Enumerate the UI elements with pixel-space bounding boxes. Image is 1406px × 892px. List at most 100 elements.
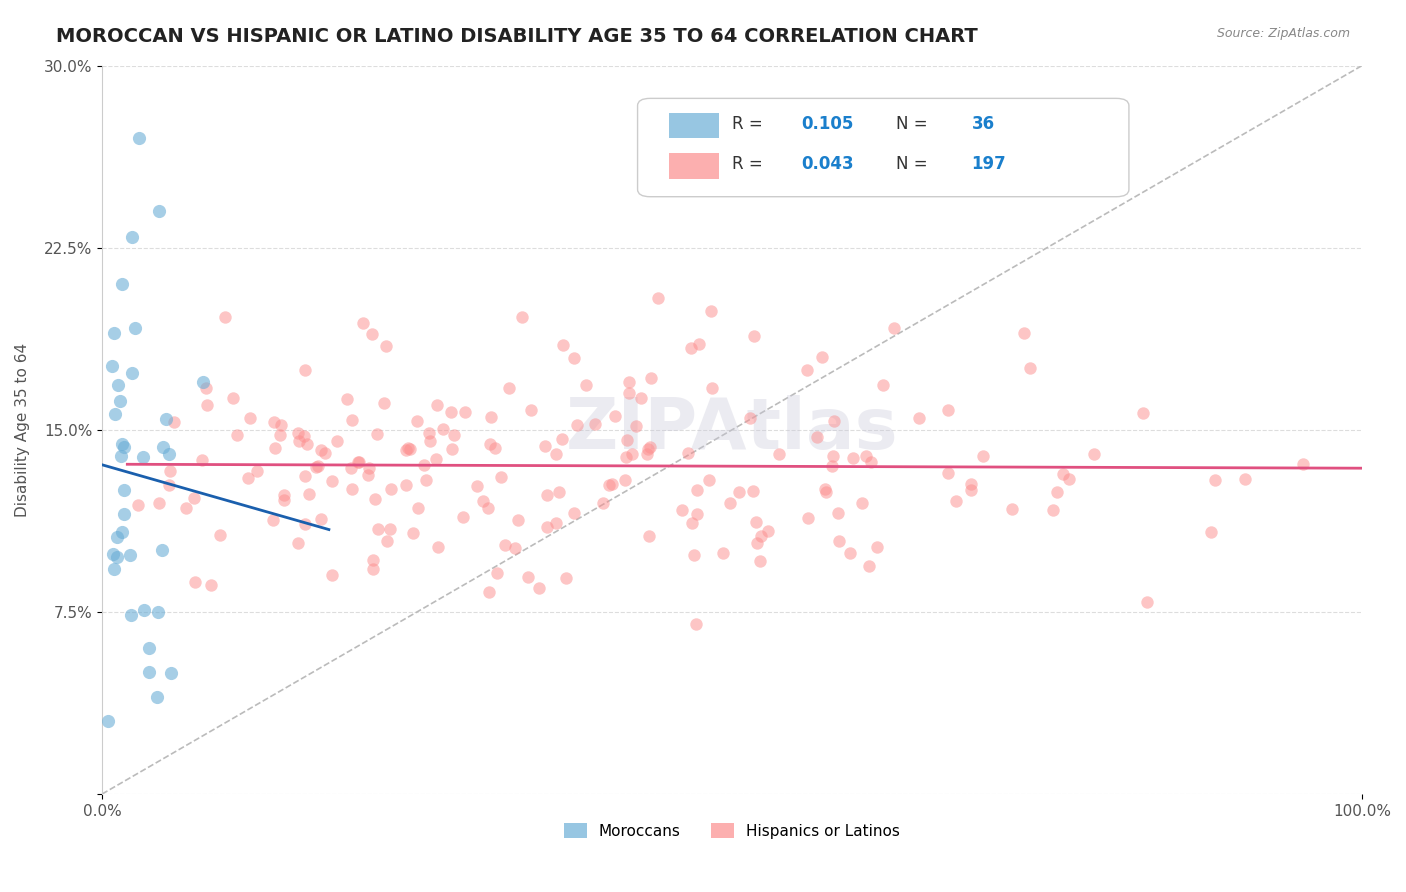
Point <box>121 230 143 244</box>
Point <box>827 506 849 520</box>
Point <box>583 417 606 431</box>
Point <box>815 485 838 500</box>
Point <box>700 381 723 395</box>
Point <box>360 327 382 342</box>
Point <box>373 395 395 409</box>
Point <box>128 131 150 145</box>
Point <box>273 488 295 502</box>
Point <box>150 543 173 558</box>
Point <box>512 310 534 325</box>
Point <box>298 487 321 501</box>
Point <box>120 548 142 562</box>
Point <box>380 482 402 496</box>
Point <box>756 524 779 539</box>
Point <box>160 665 183 680</box>
Text: 36: 36 <box>972 115 994 133</box>
Point <box>440 405 463 419</box>
Point <box>575 378 598 392</box>
Point <box>305 459 328 474</box>
Point <box>336 392 359 406</box>
Point <box>208 528 231 542</box>
Point <box>418 425 440 440</box>
Point <box>1291 457 1313 471</box>
Point <box>598 477 620 491</box>
Point <box>225 427 247 442</box>
Point <box>883 321 905 335</box>
Point <box>945 493 967 508</box>
Point <box>1132 406 1154 420</box>
Point <box>768 447 790 461</box>
Point <box>465 479 488 493</box>
Point <box>972 449 994 463</box>
Point <box>288 434 311 448</box>
Point <box>375 339 398 353</box>
Point <box>121 366 143 380</box>
Point <box>174 501 197 516</box>
Point <box>395 443 418 458</box>
Point <box>630 391 652 405</box>
Point <box>617 385 640 400</box>
Point <box>408 501 430 516</box>
Point <box>745 536 768 550</box>
Point <box>616 433 638 447</box>
Point <box>527 581 550 595</box>
Point <box>728 485 751 500</box>
Point <box>451 509 474 524</box>
Point <box>959 476 981 491</box>
Point <box>838 546 860 560</box>
Point <box>1083 446 1105 460</box>
Point <box>375 533 398 548</box>
Text: 0.105: 0.105 <box>801 115 853 133</box>
Point <box>613 473 636 487</box>
Point <box>292 429 315 443</box>
Point <box>314 446 336 460</box>
Point <box>157 478 180 492</box>
Point <box>309 512 332 526</box>
Point <box>356 468 378 483</box>
Point <box>162 415 184 429</box>
Point <box>686 507 709 521</box>
Point <box>340 482 363 496</box>
Point <box>112 440 135 454</box>
Point <box>477 500 499 515</box>
Point <box>111 277 134 292</box>
Text: 197: 197 <box>972 155 1007 173</box>
Point <box>200 577 222 591</box>
Point <box>620 447 643 461</box>
Point <box>1233 472 1256 486</box>
Point <box>647 292 669 306</box>
Point <box>823 449 845 463</box>
Point <box>797 510 820 524</box>
Point <box>671 503 693 517</box>
Point <box>396 441 419 455</box>
Point <box>740 411 762 425</box>
Point <box>269 428 291 442</box>
Point <box>555 571 578 585</box>
Point <box>1012 326 1035 340</box>
Point <box>700 304 723 318</box>
Point <box>103 326 125 340</box>
Point <box>544 448 567 462</box>
Point <box>544 516 567 530</box>
Point <box>427 540 450 554</box>
Point <box>105 530 128 544</box>
Point <box>294 363 316 377</box>
Point <box>796 363 818 377</box>
Text: N =: N = <box>896 155 928 173</box>
Point <box>471 493 494 508</box>
Point <box>195 381 218 395</box>
Point <box>617 376 640 390</box>
Point <box>110 393 132 408</box>
Point <box>159 464 181 478</box>
Point <box>686 483 709 498</box>
Point <box>152 440 174 454</box>
Point <box>745 515 768 529</box>
Point <box>851 496 873 510</box>
Point <box>534 439 557 453</box>
Point <box>214 310 236 324</box>
Point <box>195 398 218 412</box>
Point <box>592 496 614 510</box>
Bar <box>669 153 720 178</box>
Point <box>565 417 588 432</box>
Point <box>273 493 295 508</box>
